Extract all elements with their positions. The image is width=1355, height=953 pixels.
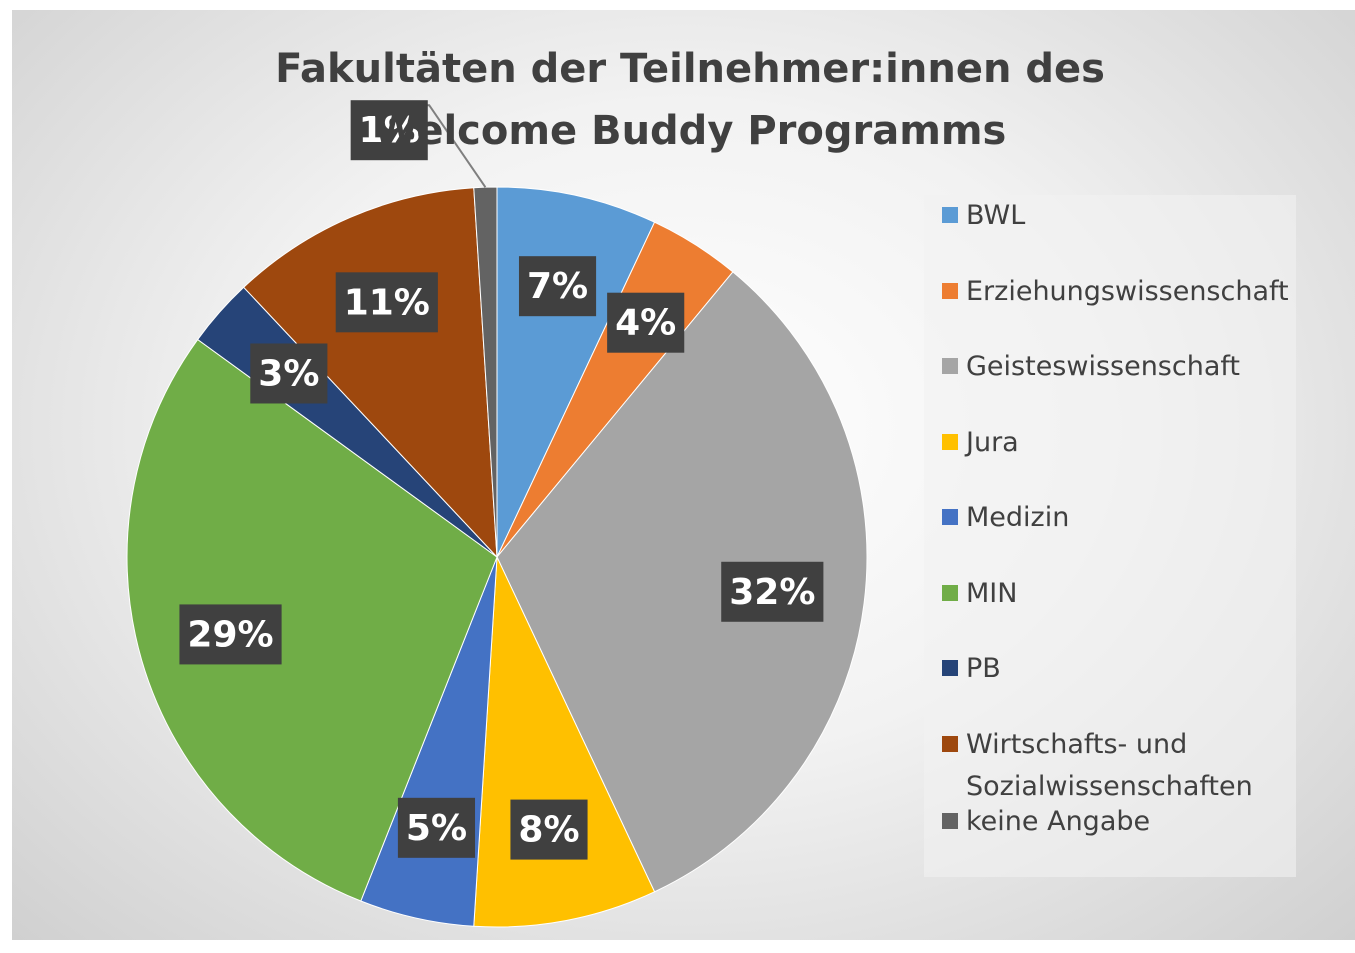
- legend-swatch: [942, 434, 958, 450]
- legend-swatch: [942, 509, 958, 525]
- data-label-box: [179, 604, 282, 665]
- legend-label: keine Angabe: [966, 806, 1151, 837]
- data-label-box: [721, 561, 824, 622]
- legend-swatch: [942, 207, 958, 223]
- pie-slice: [126, 338, 498, 902]
- legend-label: Geisteswissenschaft: [966, 351, 1240, 382]
- data-label-box: [350, 100, 428, 161]
- data-label-group: 29%: [179, 604, 282, 665]
- data-label-group: 3%: [250, 343, 328, 404]
- pie-slice: [496, 271, 868, 893]
- data-label: 4%: [615, 303, 676, 344]
- legend-label: Medizin: [966, 502, 1070, 533]
- data-label-group: 11%: [335, 272, 438, 333]
- legend-swatch: [942, 283, 958, 299]
- legend-label: Wirtschafts- und Sozialwissenschaften: [966, 729, 1253, 802]
- data-label: 29%: [187, 614, 273, 655]
- data-label-group: 32%: [721, 561, 824, 622]
- data-label-group: 7%: [518, 256, 597, 317]
- legend-swatch: [942, 660, 958, 676]
- data-label-group: 4%: [607, 292, 685, 353]
- legend-swatch: [942, 585, 958, 601]
- data-label-group: 5%: [397, 797, 476, 858]
- data-label: 3%: [258, 353, 319, 394]
- legend-item: Wirtschafts- und Sozialwissenschaften: [942, 724, 1282, 808]
- data-label: 8%: [518, 810, 579, 851]
- data-label-box: [250, 343, 328, 404]
- pie-slice: [473, 186, 498, 558]
- data-label: 11%: [344, 282, 430, 323]
- legend-swatch: [942, 736, 958, 752]
- data-label-box: [510, 799, 588, 860]
- legend-swatch: [942, 813, 958, 829]
- legend: BWL Erziehungswissenschaft Geisteswissensc…: [924, 195, 1296, 877]
- legend-item: Erziehungswissenschaft: [942, 271, 1289, 313]
- legend-label: Erziehungswissenschaft: [966, 276, 1289, 307]
- data-label-group: 1%: [350, 100, 428, 161]
- data-label-box: [397, 797, 476, 858]
- legend-item: Jura: [942, 422, 1282, 464]
- data-label-group: 8%: [510, 799, 588, 860]
- chart-title: Fakultäten der Teilnehmer:innen des Welc…: [275, 46, 1105, 154]
- data-label: 5%: [406, 808, 467, 849]
- data-label: 7%: [527, 266, 588, 307]
- legend-label: BWL: [966, 200, 1026, 231]
- data-label-box: [335, 272, 438, 333]
- data-label: 32%: [729, 572, 815, 613]
- legend-item: PB: [942, 648, 1282, 690]
- legend-label: MIN: [966, 578, 1018, 609]
- legend-label: PB: [966, 653, 1001, 684]
- legend-item: BWL: [942, 195, 1282, 237]
- legend-swatch: [942, 358, 958, 374]
- legend-item: MIN: [942, 573, 1282, 615]
- legend-item: keine Angabe: [942, 801, 1282, 843]
- legend-item: Medizin: [942, 497, 1282, 539]
- data-label: 1%: [359, 110, 420, 151]
- data-label-box: [607, 292, 685, 353]
- data-label-box: [518, 256, 597, 317]
- legend-item: Geisteswissenschaft: [942, 346, 1282, 388]
- legend-label: Jura: [966, 427, 1019, 458]
